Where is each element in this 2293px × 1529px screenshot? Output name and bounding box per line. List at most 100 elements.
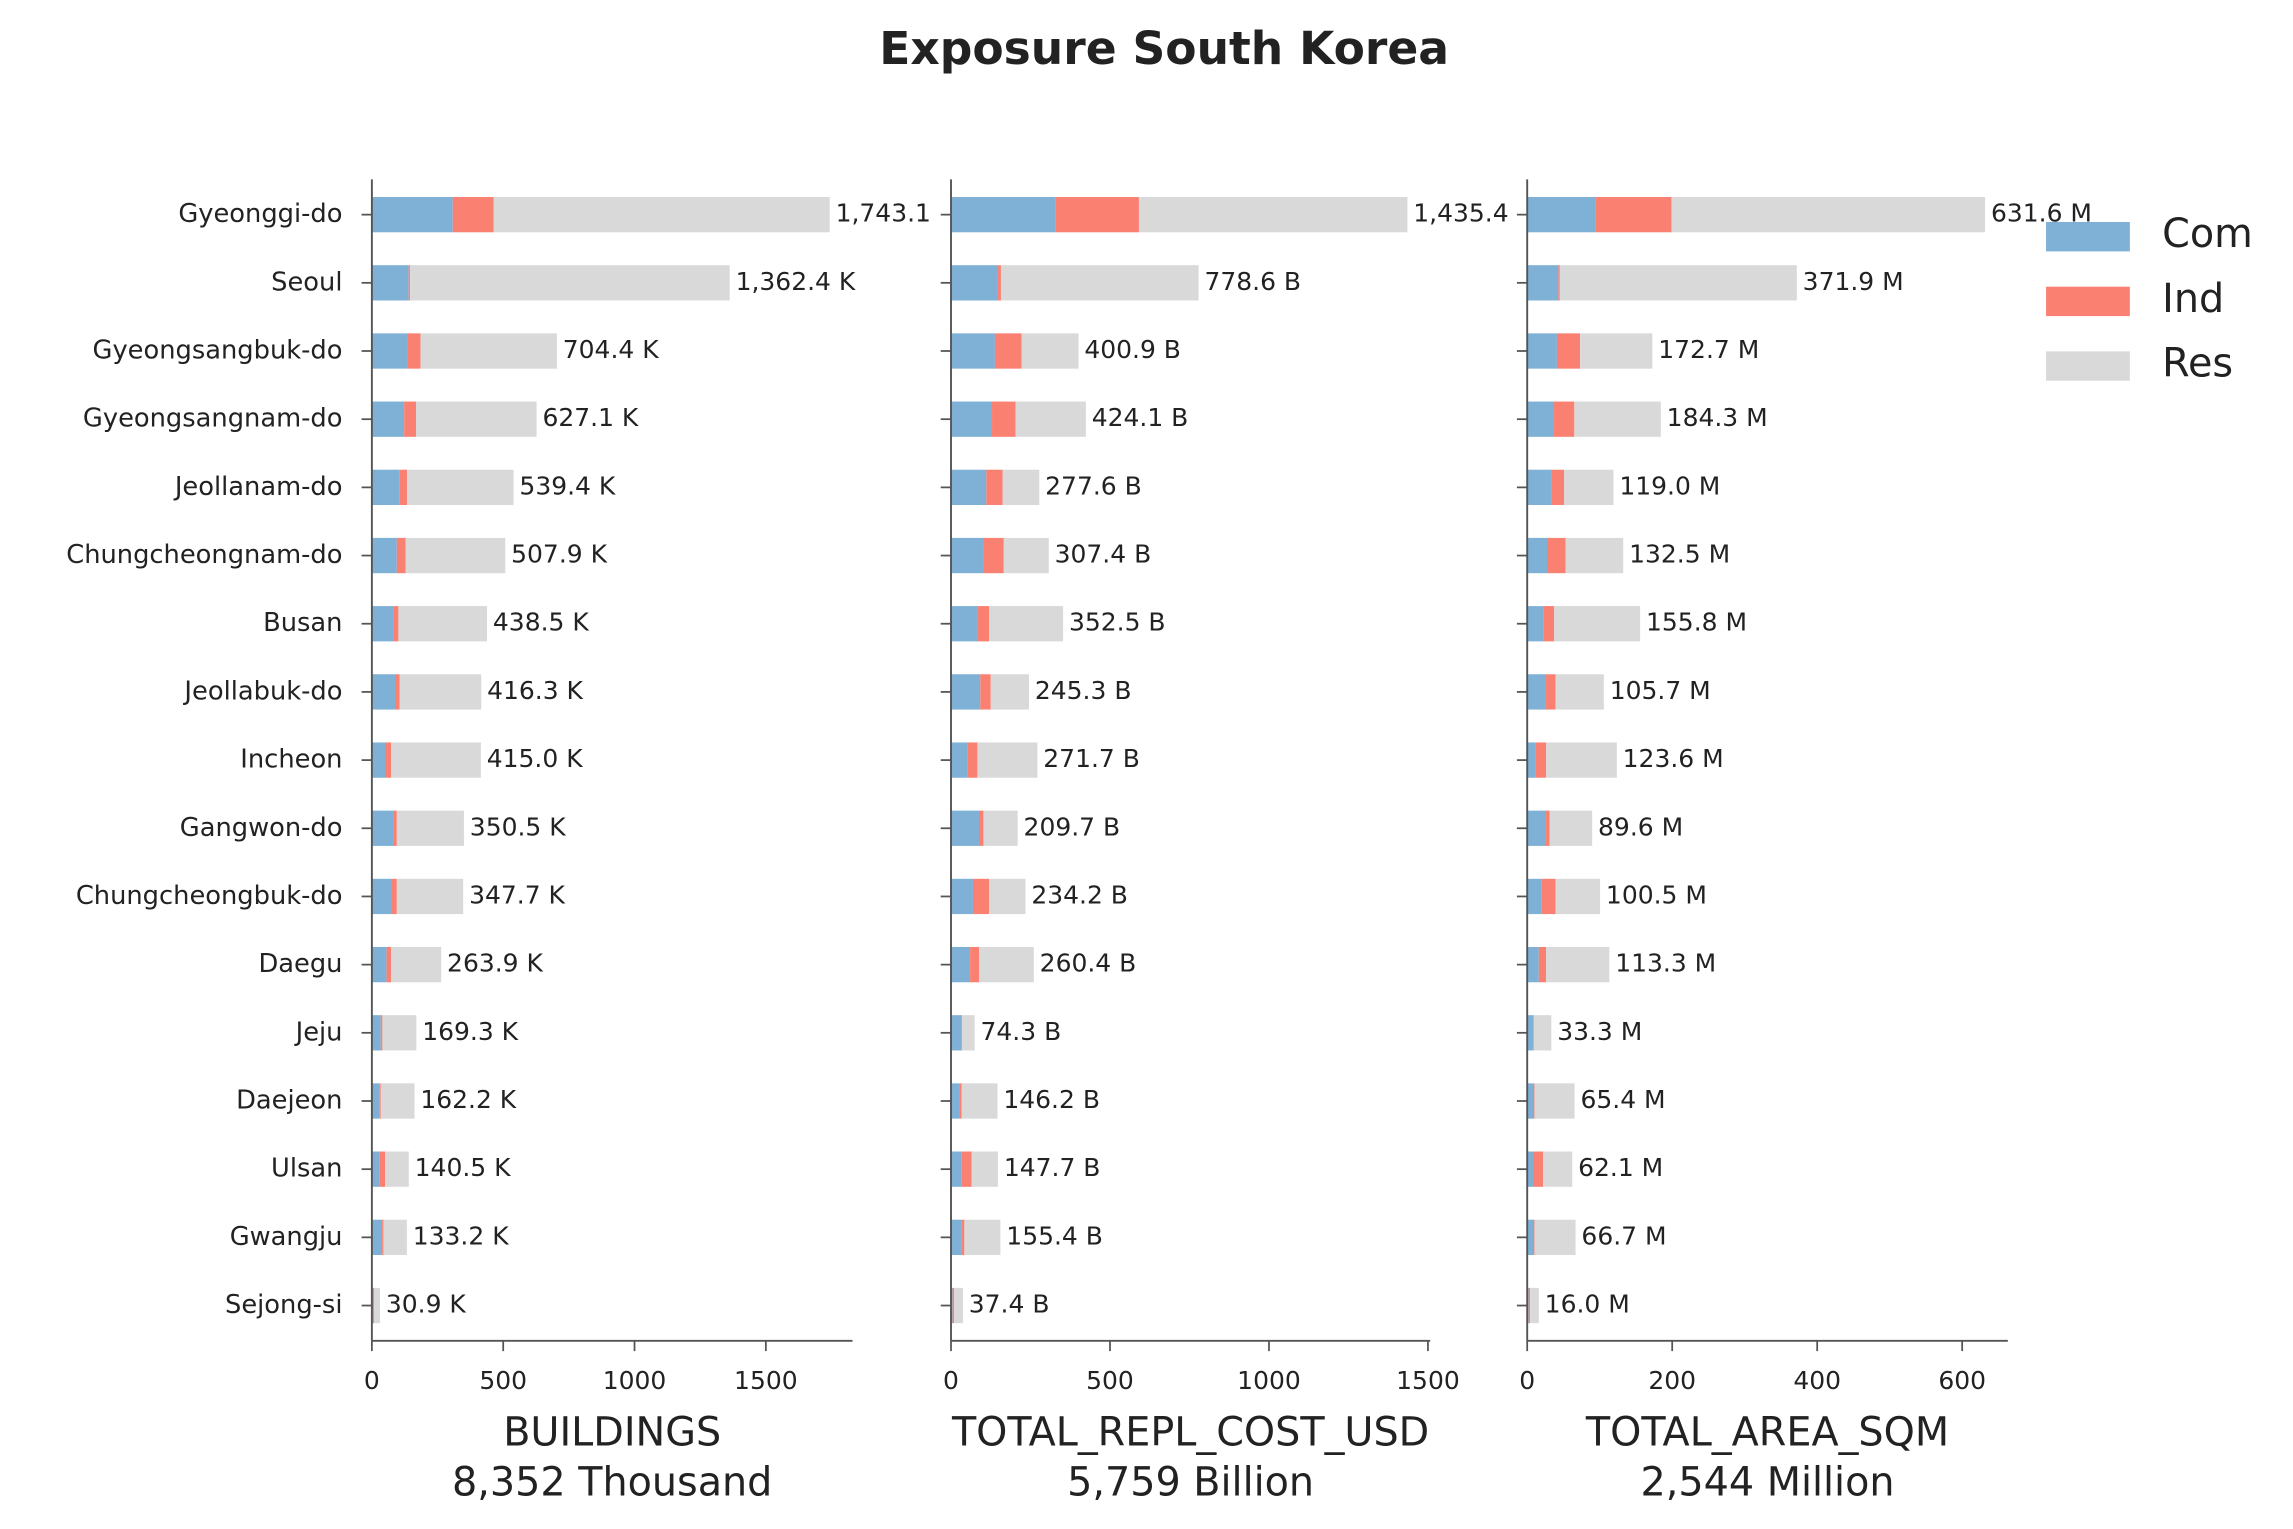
value-label: 74.3 B	[981, 1017, 1062, 1046]
x-axis-label: 2,544 Million	[1641, 1459, 1895, 1505]
value-label: 263.9 K	[447, 949, 543, 978]
bar-segment	[371, 1083, 380, 1119]
bar-segment	[1527, 1219, 1533, 1255]
y-tick-label: Gangwon-do	[180, 813, 343, 843]
bar-segment	[398, 606, 488, 642]
value-label: 172.7 M	[1658, 335, 1759, 364]
bar-segment	[992, 401, 1016, 437]
y-tick-label: Sejong-si	[225, 1290, 342, 1320]
x-axis-label: TOTAL_AREA_SQM	[1585, 1409, 1949, 1455]
bar-segment	[951, 469, 987, 506]
bar-segment	[1532, 1083, 1535, 1119]
value-label: 778.6 B	[1204, 267, 1301, 296]
bar-segment	[1527, 878, 1542, 915]
bar-segment	[371, 810, 394, 846]
bar-segment	[371, 197, 453, 233]
bar-segment	[371, 333, 408, 369]
bar-segment	[989, 878, 1026, 915]
bar-segment	[1527, 674, 1547, 710]
bar-segment	[380, 1083, 415, 1119]
bar-segment	[409, 265, 730, 301]
legend-label: Com	[2162, 211, 2253, 257]
value-label: 260.4 B	[1040, 949, 1137, 978]
series-group	[373, 197, 830, 1324]
bar-segment	[1546, 946, 1610, 983]
value-label: 123.6 M	[1623, 744, 1724, 773]
x-tick-label: 500	[479, 1366, 527, 1395]
value-label: 416.3 K	[487, 676, 583, 705]
value-label: 400.9 B	[1084, 335, 1181, 364]
bar-segment	[986, 469, 1003, 506]
y-tick-label: Ulsan	[271, 1154, 342, 1184]
y-tick-label: Jeollabuk-do	[182, 676, 342, 706]
bar-segment	[1532, 1219, 1535, 1255]
bar-segment	[1543, 1151, 1573, 1187]
value-label: 507.9 K	[511, 540, 607, 569]
value-label: 169.3 K	[422, 1017, 518, 1046]
legend-label: Ind	[2162, 276, 2224, 322]
bar-segment	[954, 1287, 963, 1324]
bar-segment	[1527, 1015, 1533, 1051]
bar-segment	[983, 537, 1004, 574]
bar-segment	[399, 674, 482, 710]
x-tick-label: 1500	[734, 1366, 798, 1395]
bar-segment	[371, 742, 386, 778]
bar-segment	[961, 1151, 972, 1187]
bar-segment	[967, 742, 978, 778]
y-tick-label: Gyeonggi-do	[178, 199, 342, 229]
value-label: 89.6 M	[1598, 812, 1683, 841]
value-label: 347.7 K	[469, 880, 565, 909]
bar-segment	[371, 265, 409, 301]
value-label: 133.2 K	[413, 1221, 509, 1250]
value-label: 105.7 M	[1610, 676, 1711, 705]
x-tick-label: 1000	[603, 1366, 667, 1395]
x-axis-label: BUILDINGS	[503, 1409, 721, 1455]
bar-segment	[371, 537, 397, 574]
bar-segment	[1535, 742, 1547, 778]
bar-segment	[386, 946, 392, 983]
bar-segment	[1554, 606, 1641, 642]
bar-segment	[1527, 606, 1544, 642]
bar-segment	[420, 333, 557, 369]
x-tick-label: 400	[1793, 1366, 1841, 1395]
bar-segment	[1546, 742, 1617, 778]
value-label: 352.5 B	[1069, 608, 1166, 637]
bar-segment	[951, 333, 995, 369]
bar-segment	[1556, 333, 1581, 369]
value-label: 704.4 K	[563, 335, 659, 364]
y-tick-label: Chungcheongbuk-do	[76, 881, 343, 911]
bar-segment	[989, 606, 1064, 642]
bar-segment	[371, 401, 405, 437]
value-label: 307.4 B	[1055, 540, 1152, 569]
bar-segment	[952, 1287, 955, 1324]
bar-segment	[393, 606, 399, 642]
bar-segment	[983, 810, 1018, 846]
series-group	[1530, 197, 1986, 1324]
bar-segment	[371, 878, 392, 915]
value-label: 37.4 B	[969, 1290, 1050, 1319]
bar-segment	[964, 1219, 1001, 1255]
bar-segment	[951, 674, 981, 710]
value-label: 438.5 K	[493, 608, 589, 637]
bar-segment	[382, 1015, 417, 1051]
x-tick-label: 600	[1938, 1366, 1986, 1395]
bar-segment	[972, 878, 990, 915]
bar-segment	[416, 401, 537, 437]
y-tick-label: Jeju	[294, 1017, 343, 1047]
bar-segment	[951, 197, 1056, 233]
bar-segment	[399, 469, 408, 506]
bar-segment	[1002, 469, 1040, 506]
bar-segment	[371, 946, 387, 983]
bar-segment	[407, 469, 514, 506]
bar-segment	[373, 1287, 380, 1324]
legend-swatch	[2046, 286, 2130, 317]
bar-segment	[391, 946, 442, 983]
value-label: 627.1 K	[542, 403, 638, 432]
bar-segment	[994, 333, 1022, 369]
bar-segment	[1534, 1083, 1575, 1119]
bar-segment	[1595, 197, 1672, 233]
bar-segment	[371, 1151, 380, 1187]
legend-label: Res	[2162, 341, 2233, 387]
bar-segment	[1559, 265, 1797, 301]
